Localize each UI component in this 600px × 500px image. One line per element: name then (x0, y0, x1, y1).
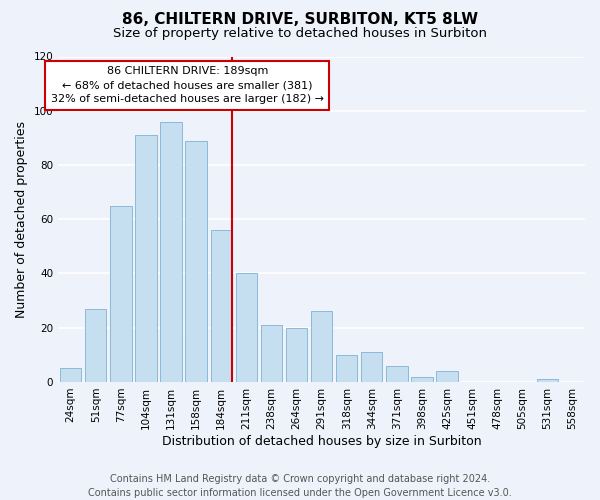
Bar (110, 206, 131, 382)
Bar (85, 308, 106, 382)
Y-axis label: Number of detached properties: Number of detached properties (15, 120, 28, 318)
Bar (211, 230, 232, 382)
Bar (136, 135, 157, 382)
Bar (386, 366, 407, 382)
Bar (185, 140, 207, 382)
Text: Size of property relative to detached houses in Surbiton: Size of property relative to detached ho… (113, 28, 487, 40)
Bar (60, 368, 82, 382)
Bar (336, 355, 358, 382)
Bar (261, 325, 282, 382)
Bar (311, 312, 332, 382)
X-axis label: Distribution of detached houses by size in Surbiton: Distribution of detached houses by size … (162, 434, 481, 448)
Bar (160, 122, 182, 382)
Text: Contains HM Land Registry data © Crown copyright and database right 2024.
Contai: Contains HM Land Registry data © Crown c… (88, 474, 512, 498)
Bar (436, 371, 458, 382)
Bar (537, 379, 558, 382)
Text: 86, CHILTERN DRIVE, SURBITON, KT5 8LW: 86, CHILTERN DRIVE, SURBITON, KT5 8LW (122, 12, 478, 28)
Bar (361, 352, 382, 382)
Bar (236, 274, 257, 382)
Bar (286, 328, 307, 382)
Text: 86 CHILTERN DRIVE: 189sqm
← 68% of detached houses are smaller (381)
32% of semi: 86 CHILTERN DRIVE: 189sqm ← 68% of detac… (51, 66, 324, 104)
Bar (411, 376, 433, 382)
